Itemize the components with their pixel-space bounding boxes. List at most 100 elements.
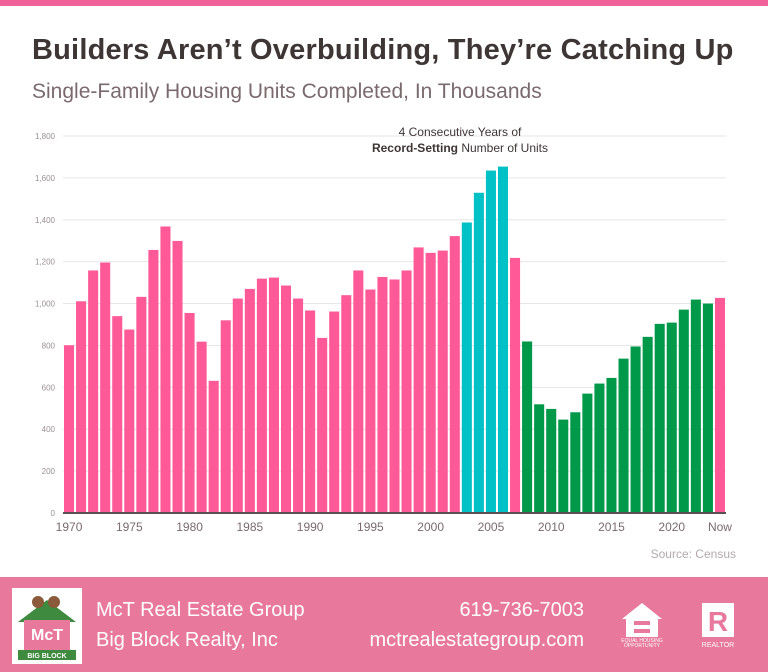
x-tick-label: 1990 (297, 520, 324, 534)
equal-housing-logo: EQUAL HOUSING OPPORTUNITY (620, 601, 664, 649)
bar-1985 (244, 288, 255, 513)
source-note: Source: Census (650, 547, 736, 561)
bar-2000 (425, 252, 436, 513)
y-tick-label: 1,800 (35, 132, 56, 141)
annotation-rest: Number of Units (457, 141, 549, 155)
bar-1989 (293, 298, 304, 513)
y-tick-label: 1,400 (35, 216, 56, 225)
y-tick-label: 400 (42, 425, 56, 434)
bar-2023 (702, 303, 713, 513)
bar-2016 (618, 358, 629, 513)
bar-2011 (558, 419, 569, 513)
y-tick-label: 200 (42, 467, 56, 476)
bar-1993 (341, 295, 352, 513)
bar-1975 (124, 329, 135, 513)
bar-2010 (546, 408, 557, 513)
bar-2021 (678, 309, 689, 513)
bar-1970 (64, 345, 75, 513)
svg-text:R: R (708, 606, 728, 637)
bar-1979 (172, 240, 183, 513)
equal-housing-text: EQUAL HOUSING OPPORTUNITY (621, 638, 663, 649)
x-tick-label: 1970 (56, 520, 83, 534)
x-tick-label: 1995 (357, 520, 384, 534)
bar-1994 (353, 270, 364, 513)
bar-1986 (256, 278, 267, 513)
bar-1972 (88, 270, 99, 513)
bar-1976 (136, 296, 147, 513)
x-tick-label: Now (708, 520, 732, 534)
bar-1977 (148, 249, 159, 513)
bar-2015 (606, 377, 617, 513)
x-tick-label: 2020 (658, 520, 685, 534)
bar-1980 (184, 312, 195, 513)
bar-2005 (485, 170, 496, 513)
bar-1978 (160, 226, 171, 514)
bar-2012 (570, 412, 581, 513)
page-subtitle: Single-Family Housing Units Completed, I… (32, 80, 542, 103)
bar-1998 (401, 270, 412, 513)
bar-Now (714, 297, 725, 513)
x-tick-label: 1980 (176, 520, 203, 534)
y-tick-label: 0 (51, 509, 56, 518)
page-title: Builders Aren’t Overbuilding, They’re Ca… (32, 34, 734, 66)
bar-1981 (196, 341, 207, 513)
x-tick-label: 1975 (116, 520, 143, 534)
y-tick-label: 800 (42, 341, 56, 350)
bar-1999 (413, 247, 424, 513)
bar-1982 (208, 380, 219, 513)
bar-1983 (220, 320, 231, 513)
bar-1987 (268, 277, 279, 513)
bar-2022 (690, 299, 701, 513)
bar-2008 (522, 341, 533, 513)
bar-2003 (461, 222, 472, 513)
y-tick-label: 1,600 (35, 174, 56, 183)
website-link[interactable]: mctrealestategroup.com (369, 629, 584, 651)
bar-2009 (534, 404, 545, 513)
svg-text:McT: McT (31, 627, 63, 644)
bar-1991 (317, 337, 328, 513)
bar-1992 (329, 311, 340, 513)
bar-1990 (305, 310, 316, 513)
bar-2017 (630, 346, 641, 513)
bar-1996 (377, 276, 388, 513)
top-accent-bar (0, 0, 768, 6)
brokerage-name: Big Block Realty, Inc (96, 629, 278, 651)
annotation-line1: 4 Consecutive Years of (398, 125, 522, 139)
svg-text:BIG BLOCK: BIG BLOCK (27, 653, 66, 660)
bar-2004 (473, 192, 484, 513)
bar-2002 (449, 236, 460, 513)
svg-text:REALTOR: REALTOR (702, 642, 734, 649)
bar-1973 (100, 262, 111, 513)
x-tick-label: 2000 (417, 520, 444, 534)
annotation-bold: Record-Setting (371, 141, 458, 155)
bar-2018 (642, 336, 653, 513)
bar-2019 (654, 323, 665, 513)
footer-banner: McT BIG BLOCK McT Real Estate Group Big … (0, 577, 768, 672)
bar-1974 (112, 316, 123, 513)
bar-1988 (280, 285, 292, 513)
chart-annotation: 4 Consecutive Years of Record-Setting Nu… (360, 124, 560, 156)
phone-number[interactable]: 619-736-7003 (459, 599, 584, 621)
x-tick-label: 2015 (598, 520, 625, 534)
x-tick-label: 1985 (236, 520, 263, 534)
bar-2014 (594, 383, 605, 513)
bar-2013 (582, 393, 593, 513)
x-tick-label: 2010 (538, 520, 565, 534)
company-logo: McT BIG BLOCK (12, 588, 82, 664)
company-name: McT Real Estate Group (96, 599, 305, 621)
bar-1984 (232, 298, 243, 513)
equal-housing-icon (622, 603, 662, 637)
y-tick-label: 1,000 (35, 300, 56, 309)
bar-1995 (365, 289, 376, 513)
bar-2007 (510, 257, 521, 513)
bar-2006 (497, 166, 509, 513)
bar-chart: 0 200 400 600 800 1,000 1,200 1,400 1,600 1,800 19… (35, 132, 732, 534)
y-tick-label: 1,200 (35, 258, 56, 267)
bar-1997 (389, 279, 400, 513)
x-tick-label: 2005 (478, 520, 505, 534)
bar-1971 (76, 301, 87, 513)
bar-2020 (666, 322, 677, 513)
bar-2001 (437, 250, 448, 514)
y-tick-label: 600 (42, 383, 56, 392)
